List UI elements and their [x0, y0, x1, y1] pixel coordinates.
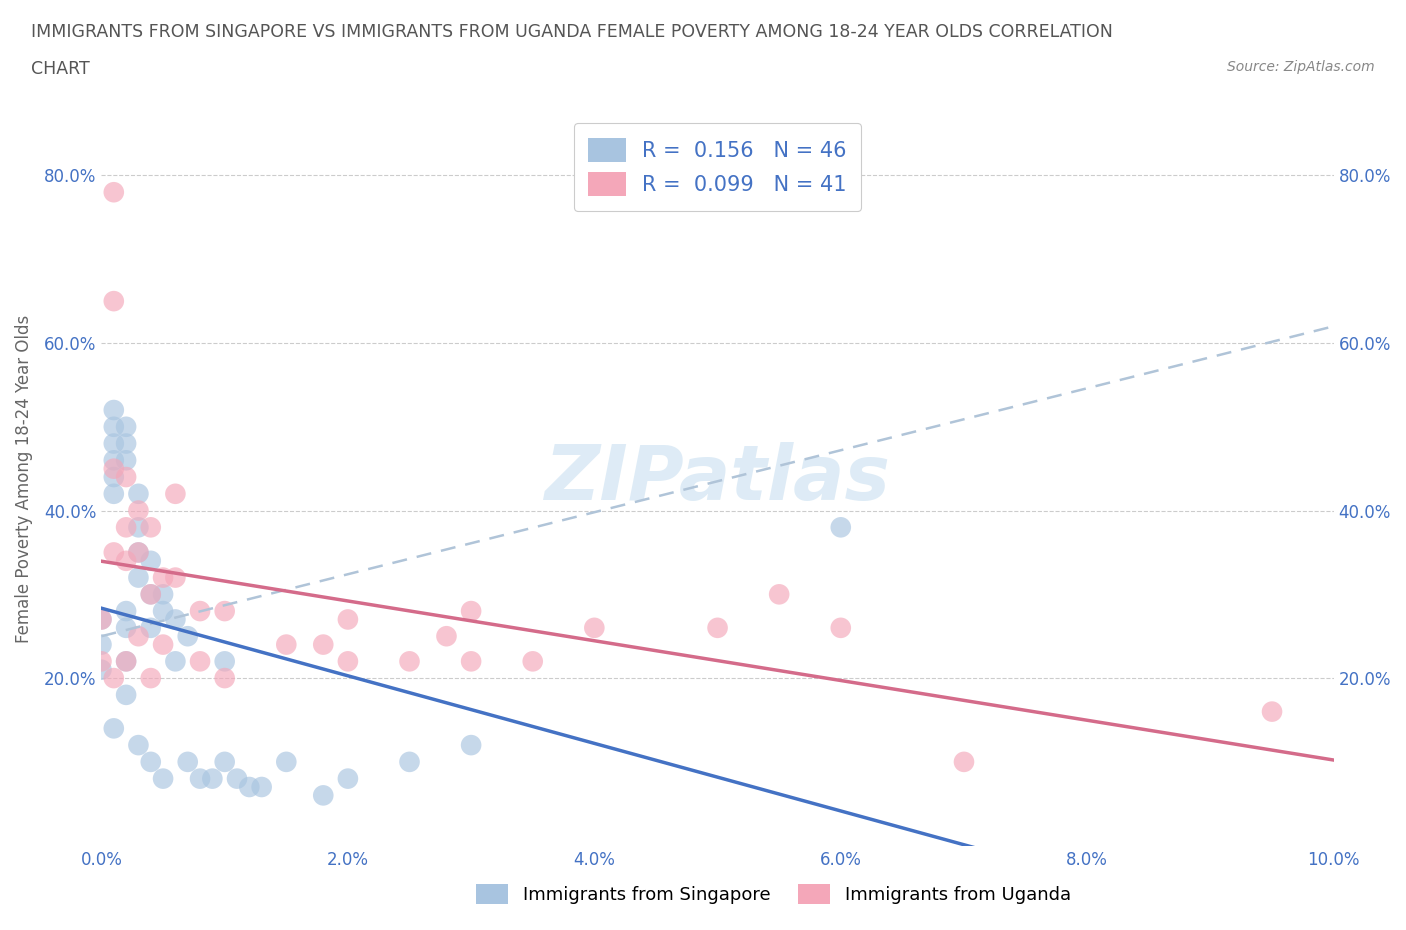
Text: ZIPatlas: ZIPatlas [544, 442, 890, 516]
Point [139, 754, 162, 769]
Point [139, 587, 162, 602]
Point [436, 629, 458, 644]
Point [398, 754, 420, 769]
Point [103, 453, 125, 468]
Point [152, 587, 174, 602]
Point [139, 587, 162, 602]
Point [115, 419, 138, 434]
Point [830, 520, 852, 535]
Point [103, 671, 125, 685]
Point [188, 604, 211, 618]
Point [103, 721, 125, 736]
Point [276, 754, 298, 769]
Point [830, 620, 852, 635]
Point [103, 403, 125, 418]
Point [115, 453, 138, 468]
Point [165, 570, 187, 585]
Point [139, 520, 162, 535]
Point [127, 486, 149, 501]
Point [90, 654, 112, 669]
Point [103, 185, 125, 200]
Point [152, 570, 174, 585]
Point [127, 570, 149, 585]
Point [127, 545, 149, 560]
Point [336, 654, 359, 669]
Point [336, 612, 359, 627]
Point [103, 461, 125, 476]
Point [188, 771, 211, 786]
Point [460, 654, 482, 669]
Point [115, 604, 138, 618]
Point [398, 654, 420, 669]
Point [90, 612, 112, 627]
Point [115, 553, 138, 568]
Point [214, 671, 236, 685]
Point [312, 637, 335, 652]
Point [103, 545, 125, 560]
Point [706, 620, 728, 635]
Point [90, 637, 112, 652]
Point [522, 654, 544, 669]
Point [953, 754, 976, 769]
Point [152, 637, 174, 652]
Text: Source: ZipAtlas.com: Source: ZipAtlas.com [1227, 60, 1375, 74]
Text: CHART: CHART [31, 60, 90, 78]
Point [165, 654, 187, 669]
Point [139, 671, 162, 685]
Point [103, 419, 125, 434]
Point [250, 779, 273, 794]
Point [127, 737, 149, 752]
Point [139, 620, 162, 635]
Point [127, 503, 149, 518]
Point [312, 788, 335, 803]
Point [177, 754, 200, 769]
Point [214, 754, 236, 769]
Point [583, 620, 606, 635]
Point [460, 604, 482, 618]
Point [115, 654, 138, 669]
Point [115, 687, 138, 702]
Point [103, 294, 125, 309]
Point [177, 629, 200, 644]
Point [103, 486, 125, 501]
Point [165, 486, 187, 501]
Legend: R =  0.156   N = 46, R =  0.099   N = 41: R = 0.156 N = 46, R = 0.099 N = 41 [574, 123, 862, 211]
Point [276, 637, 298, 652]
Point [139, 553, 162, 568]
Point [336, 771, 359, 786]
Legend: Immigrants from Singapore, Immigrants from Uganda: Immigrants from Singapore, Immigrants fr… [468, 876, 1078, 911]
Point [214, 604, 236, 618]
Point [115, 520, 138, 535]
Point [214, 654, 236, 669]
Y-axis label: Female Poverty Among 18-24 Year Olds: Female Poverty Among 18-24 Year Olds [15, 315, 32, 644]
Point [201, 771, 224, 786]
Point [115, 470, 138, 485]
Point [188, 654, 211, 669]
Point [115, 620, 138, 635]
Point [768, 587, 790, 602]
Point [115, 436, 138, 451]
Point [103, 436, 125, 451]
Point [152, 604, 174, 618]
Text: IMMIGRANTS FROM SINGAPORE VS IMMIGRANTS FROM UGANDA FEMALE POVERTY AMONG 18-24 Y: IMMIGRANTS FROM SINGAPORE VS IMMIGRANTS … [31, 23, 1112, 41]
Point [90, 662, 112, 677]
Point [127, 520, 149, 535]
Point [127, 629, 149, 644]
Point [238, 779, 260, 794]
Point [1261, 704, 1284, 719]
Point [165, 612, 187, 627]
Point [103, 470, 125, 485]
Point [226, 771, 249, 786]
Point [460, 737, 482, 752]
Point [115, 654, 138, 669]
Point [127, 545, 149, 560]
Point [152, 771, 174, 786]
Point [90, 612, 112, 627]
